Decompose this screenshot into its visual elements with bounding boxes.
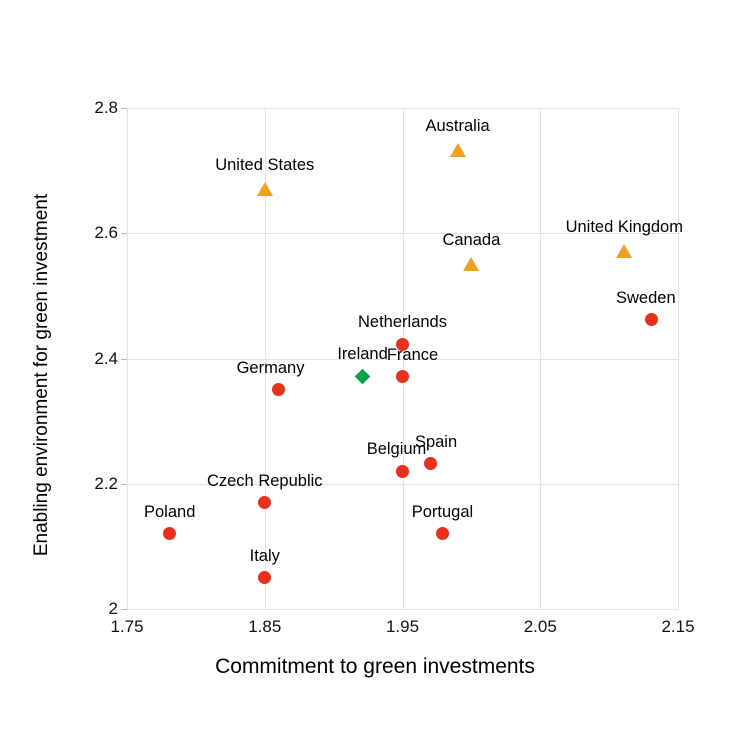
data-point-label: France xyxy=(386,345,439,364)
circle-marker-icon xyxy=(396,370,409,384)
y-tick-label: 2.4 xyxy=(94,348,118,368)
triangle-marker-icon xyxy=(449,142,466,157)
y-tick-mark xyxy=(121,108,127,109)
triangle-marker-icon xyxy=(616,243,633,258)
data-point-label: Netherlands xyxy=(358,313,447,332)
circle-marker-icon xyxy=(396,337,409,351)
y-tick-label: 2.8 xyxy=(94,98,118,117)
circle-marker-icon xyxy=(272,383,286,397)
y-tick-mark xyxy=(121,483,127,485)
y-tick-label: 2 xyxy=(108,599,118,618)
triangle-marker-icon xyxy=(256,182,273,197)
x-tick-label: 2.05 xyxy=(523,617,557,636)
circle-marker-icon xyxy=(163,527,177,541)
data-point-label: Canada xyxy=(442,230,501,249)
diamond-marker-icon xyxy=(354,368,371,384)
data-point-label: Italy xyxy=(249,546,280,565)
circle-marker-icon xyxy=(258,571,272,585)
data-point-label: United Kingdom xyxy=(565,217,683,236)
y-axis-label: Enabling environment for green investmen… xyxy=(22,0,62,750)
x-tick-label: 2.15 xyxy=(661,617,695,636)
y-tick-label: 2.6 xyxy=(94,223,118,243)
grid-line-horizontal xyxy=(127,233,678,235)
grid-line-vertical xyxy=(678,108,679,609)
data-point-label: Ireland xyxy=(337,345,388,364)
x-axis-label: Commitment to green investments xyxy=(215,655,535,678)
y-tick-mark xyxy=(121,358,127,360)
y-tick-mark xyxy=(121,233,127,235)
circle-marker-icon xyxy=(435,527,449,541)
triangle-marker-icon xyxy=(463,256,480,271)
circle-marker-icon xyxy=(396,464,409,478)
data-point-label: United States xyxy=(215,156,315,175)
circle-marker-icon xyxy=(645,313,659,327)
data-point-label: Spain xyxy=(414,432,458,451)
grid-line-horizontal xyxy=(127,358,678,360)
grid-line-horizontal xyxy=(127,483,678,485)
data-point-label: Czech Republic xyxy=(206,471,323,490)
y-axis-label-text: Enabling environment for green investmen… xyxy=(31,193,53,557)
data-point-label: Germany xyxy=(236,358,305,377)
grid-line-horizontal xyxy=(127,609,678,610)
y-tick-label: 2.2 xyxy=(94,473,118,493)
x-tick-label: 1.75 xyxy=(110,617,144,636)
data-point-label: Australia xyxy=(425,116,490,135)
data-point-label: Poland xyxy=(143,502,196,521)
data-point-label: Belgium xyxy=(366,440,427,459)
x-tick-label: 1.95 xyxy=(385,617,420,636)
x-tick-label: 1.85 xyxy=(248,617,282,636)
data-point-label: Sweden xyxy=(615,288,676,307)
y-tick-mark xyxy=(121,609,127,610)
plot-area: Poland Italy Czech Republic Germany United S… xyxy=(127,108,683,610)
grid-line-horizontal xyxy=(127,108,678,109)
circle-marker-icon xyxy=(258,496,272,510)
data-point-label: Portugal xyxy=(411,502,474,521)
circle-marker-icon xyxy=(423,457,437,471)
